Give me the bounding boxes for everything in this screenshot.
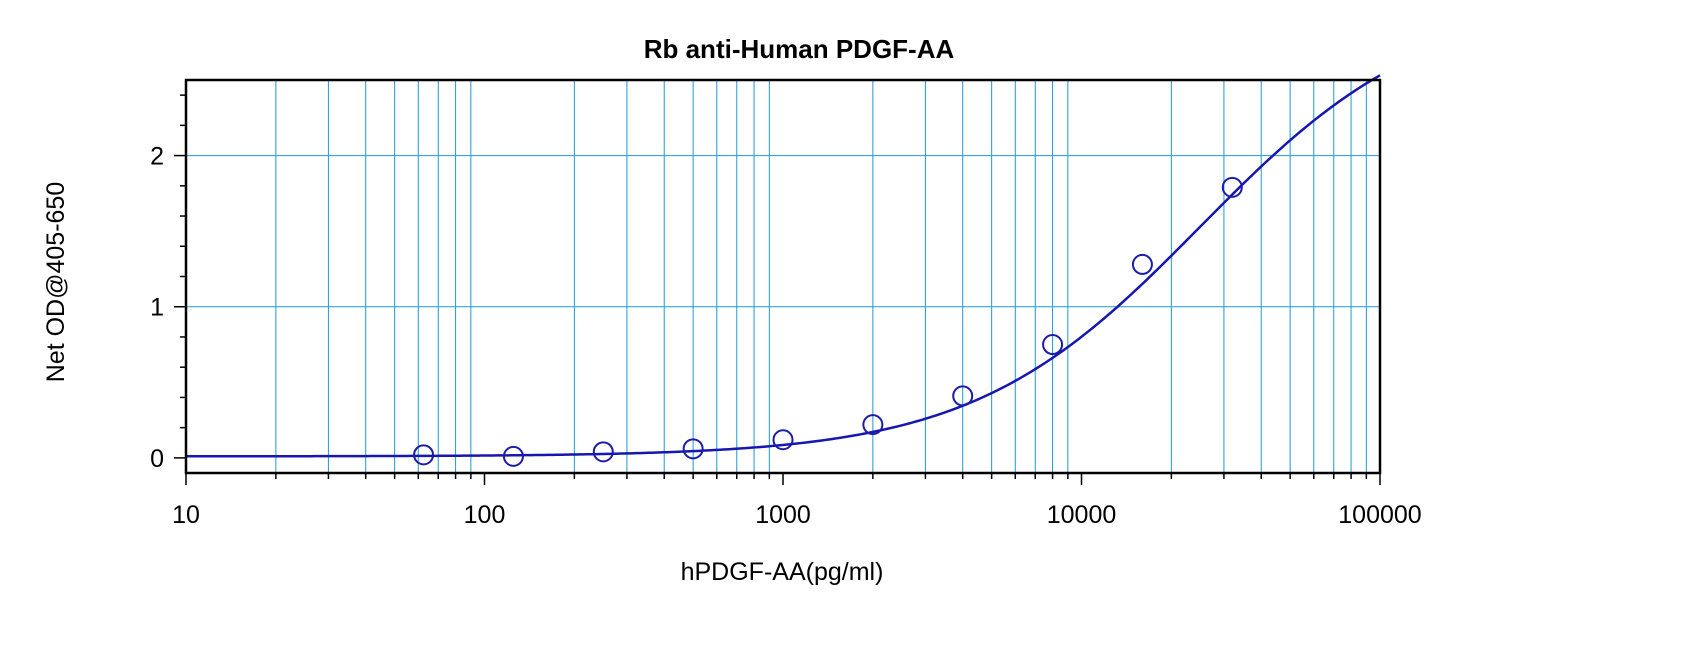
x-tick-label: 10000 [1047,501,1117,529]
data-point [682,438,704,460]
x-tick-label: 100000 [1338,501,1421,529]
x-tick-label: 100 [464,501,506,529]
fit-curve [186,74,1381,458]
x-tick-label: 10 [172,501,200,529]
y-axis-label: Net OD@405-650 [42,182,70,382]
fit-curve-layer [186,74,1381,458]
y-tick-label: 2 [150,143,164,171]
data-point [502,445,524,467]
data-point [1131,253,1153,275]
y-tick-label: 1 [150,294,164,322]
grid-lines [186,80,1380,473]
data-point [413,444,435,466]
data-point [1042,334,1064,356]
y-tick-label: 0 [150,445,164,473]
data-point [952,385,974,407]
plot-frame [184,78,1382,475]
x-axis-ticks: 10 100 1000 10000 100000 [172,473,1422,529]
data-point [772,429,794,451]
data-point [1221,176,1243,198]
data-point [592,441,614,463]
y-axis-ticks: 0 1 2 [150,94,186,473]
x-axis-label: hPDGF-AA(pg/ml) [681,558,884,586]
chart-title: Rb anti-Human PDGF-AA [644,34,955,64]
data-points-layer [413,176,1243,467]
data-point [862,414,884,436]
x-tick-label: 1000 [755,501,811,529]
